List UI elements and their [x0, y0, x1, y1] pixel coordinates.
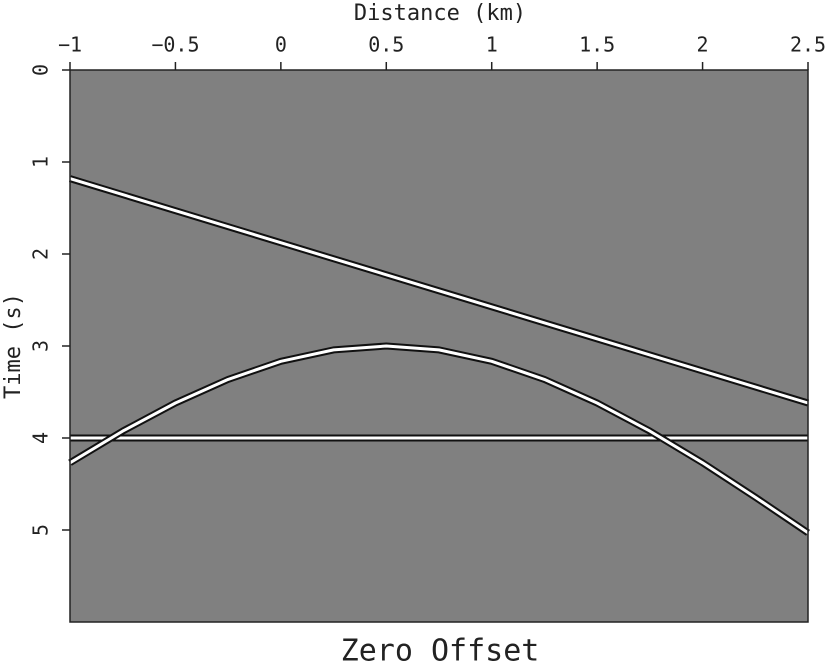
y-tick-label: 0: [29, 64, 53, 76]
chart-title: Zero Offset: [341, 634, 540, 663]
plot-background: [70, 70, 808, 622]
x-tick-label: 0.5: [368, 33, 404, 57]
y-tick-label: 5: [29, 524, 53, 536]
event: [69, 177, 809, 405]
y-tick-label: 2: [29, 248, 53, 260]
y-axis-label: Time (s): [1, 293, 26, 399]
x-tick-label: 0: [275, 33, 287, 57]
y-tick-label: 1: [29, 156, 53, 168]
x-tick-label: −1: [58, 33, 82, 57]
x-tick-label: 1: [486, 33, 498, 57]
y-tick-label: 4: [29, 432, 53, 444]
y-tick-label: 3: [29, 340, 53, 352]
x-tick-label: −0.5: [151, 33, 199, 57]
event: [69, 344, 809, 535]
x-tick-label: 2.5: [790, 33, 826, 57]
x-tick-label: 1.5: [579, 33, 615, 57]
x-axis-label: Distance (km): [354, 1, 526, 26]
x-tick-label: 2: [697, 33, 709, 57]
